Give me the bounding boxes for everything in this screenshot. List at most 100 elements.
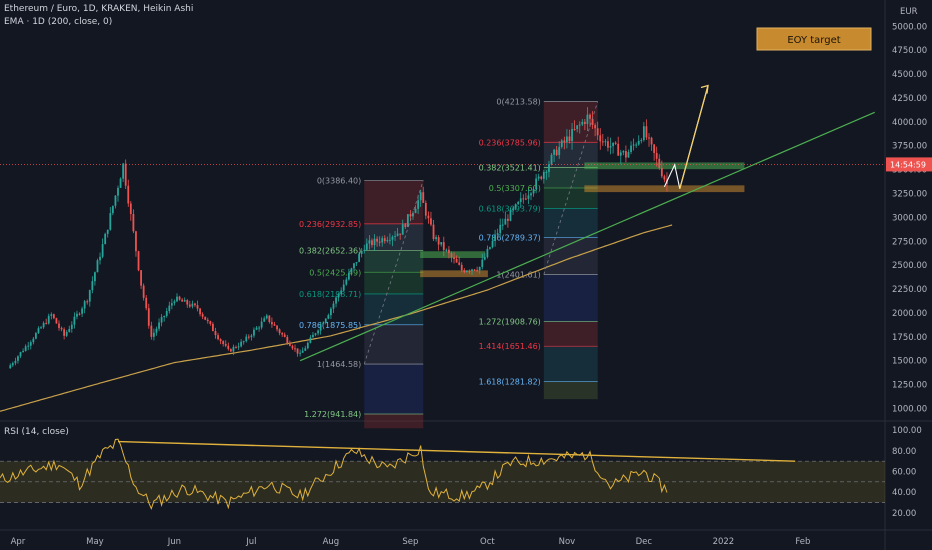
price-axis-tick: 3250.00 — [892, 190, 927, 200]
fib-zone — [543, 208, 598, 238]
candle-down — [583, 121, 586, 125]
candle-up — [527, 195, 530, 199]
candle-down — [453, 257, 455, 259]
candle-up — [319, 324, 322, 331]
candle-up — [183, 300, 186, 302]
candle-up — [332, 303, 335, 309]
rsi-axis-tick: 40.00 — [892, 488, 916, 498]
candle-down — [596, 128, 599, 136]
candle-up — [27, 345, 30, 347]
candle-down — [432, 224, 435, 240]
time-axis-tick: Jun — [167, 537, 181, 547]
candle-down — [450, 253, 453, 258]
fib-level-label: 1.272(1908.76) — [479, 318, 541, 327]
candle-up — [106, 229, 109, 234]
candle-up — [471, 269, 473, 272]
fib-zone — [543, 346, 598, 382]
candle-up — [465, 270, 468, 272]
ema-200-line — [0, 224, 673, 412]
candle-down — [601, 141, 604, 143]
candle-up — [96, 260, 99, 273]
candle-up — [530, 193, 532, 196]
candle-down — [296, 348, 299, 354]
fib-level-label: 1.618(1281.82) — [479, 378, 541, 387]
candle-up — [381, 238, 384, 243]
fib-zone — [364, 223, 424, 251]
candle-down — [283, 334, 286, 337]
fib-level-label: 1(2401.61) — [496, 271, 540, 280]
fib-zone — [364, 324, 424, 365]
candle-up — [37, 328, 40, 334]
candle-up — [19, 352, 22, 357]
rsi-axis-tick: 60.00 — [892, 468, 916, 478]
candle-down — [129, 203, 132, 214]
candle-down — [563, 140, 566, 143]
candle-up — [70, 324, 73, 329]
candle-up — [612, 142, 614, 147]
candle-down — [135, 231, 137, 252]
candle-up — [11, 363, 14, 366]
candle-down — [212, 323, 214, 332]
candle-up — [73, 316, 76, 325]
candle-up — [301, 350, 304, 353]
candle-up — [576, 125, 579, 130]
candle-up — [173, 301, 176, 304]
price-axis-tick: 1500.00 — [892, 357, 927, 367]
support-zone — [420, 251, 486, 259]
candle-down — [217, 335, 219, 340]
candle-up — [35, 333, 37, 339]
price-axis-tick: 5000.00 — [892, 22, 927, 32]
symbol-title[interactable]: Ethereum / Euro, 1D, KRAKEN, Heikin Ashi — [4, 4, 194, 14]
target-arrow-head — [700, 84, 709, 94]
candle-up — [578, 124, 581, 126]
eoy-target-box — [756, 27, 872, 51]
candle-up — [414, 208, 417, 213]
rsi-indicator-label[interactable]: RSI (14, close) — [4, 427, 69, 437]
candle-down — [145, 297, 148, 309]
fib-level-label: 0.618(2198.71) — [299, 290, 361, 299]
candle-down — [437, 237, 440, 245]
candle-up — [517, 201, 520, 205]
fib-zone — [543, 101, 598, 143]
price-axis-tick: 2000.00 — [892, 309, 927, 319]
candle-down — [132, 213, 135, 232]
candle-down — [507, 218, 509, 221]
candle-down — [568, 136, 571, 142]
candle-up — [191, 303, 194, 307]
candle-down — [60, 327, 63, 330]
candle-up — [622, 151, 625, 153]
candle-down — [376, 238, 378, 242]
rsi-axis-tick: 100.00 — [892, 426, 922, 436]
candle-up — [240, 341, 243, 347]
candle-down — [378, 241, 381, 243]
candle-up — [317, 330, 319, 334]
candle-up — [260, 321, 263, 328]
ema-indicator-label[interactable]: EMA · 1D (200, close, 0) — [4, 17, 113, 27]
candle-up — [165, 311, 168, 316]
fib-level-label: 0.236(2932.85) — [299, 220, 361, 229]
candle-down — [188, 304, 191, 307]
candle-up — [68, 328, 71, 332]
time-axis-tick: 2022 — [713, 537, 735, 547]
candle-up — [545, 171, 548, 173]
candle-down — [599, 135, 602, 142]
candle-up — [314, 333, 317, 335]
candle-down — [52, 314, 55, 319]
candle-down — [653, 144, 656, 153]
candle-down — [186, 300, 189, 305]
candle-up — [342, 284, 345, 291]
candle-up — [22, 350, 24, 353]
candle-up — [412, 212, 414, 217]
candle-down — [522, 198, 525, 200]
candle-up — [499, 224, 502, 234]
candle-up — [542, 172, 545, 179]
candle-up — [535, 178, 538, 190]
candle-up — [29, 342, 32, 346]
fib-level-label: 1.414(1651.46) — [479, 342, 541, 351]
candle-down — [229, 349, 232, 352]
candle-up — [509, 209, 512, 221]
candle-up — [153, 332, 155, 337]
fib-zone — [364, 180, 424, 224]
candle-down — [555, 149, 558, 156]
